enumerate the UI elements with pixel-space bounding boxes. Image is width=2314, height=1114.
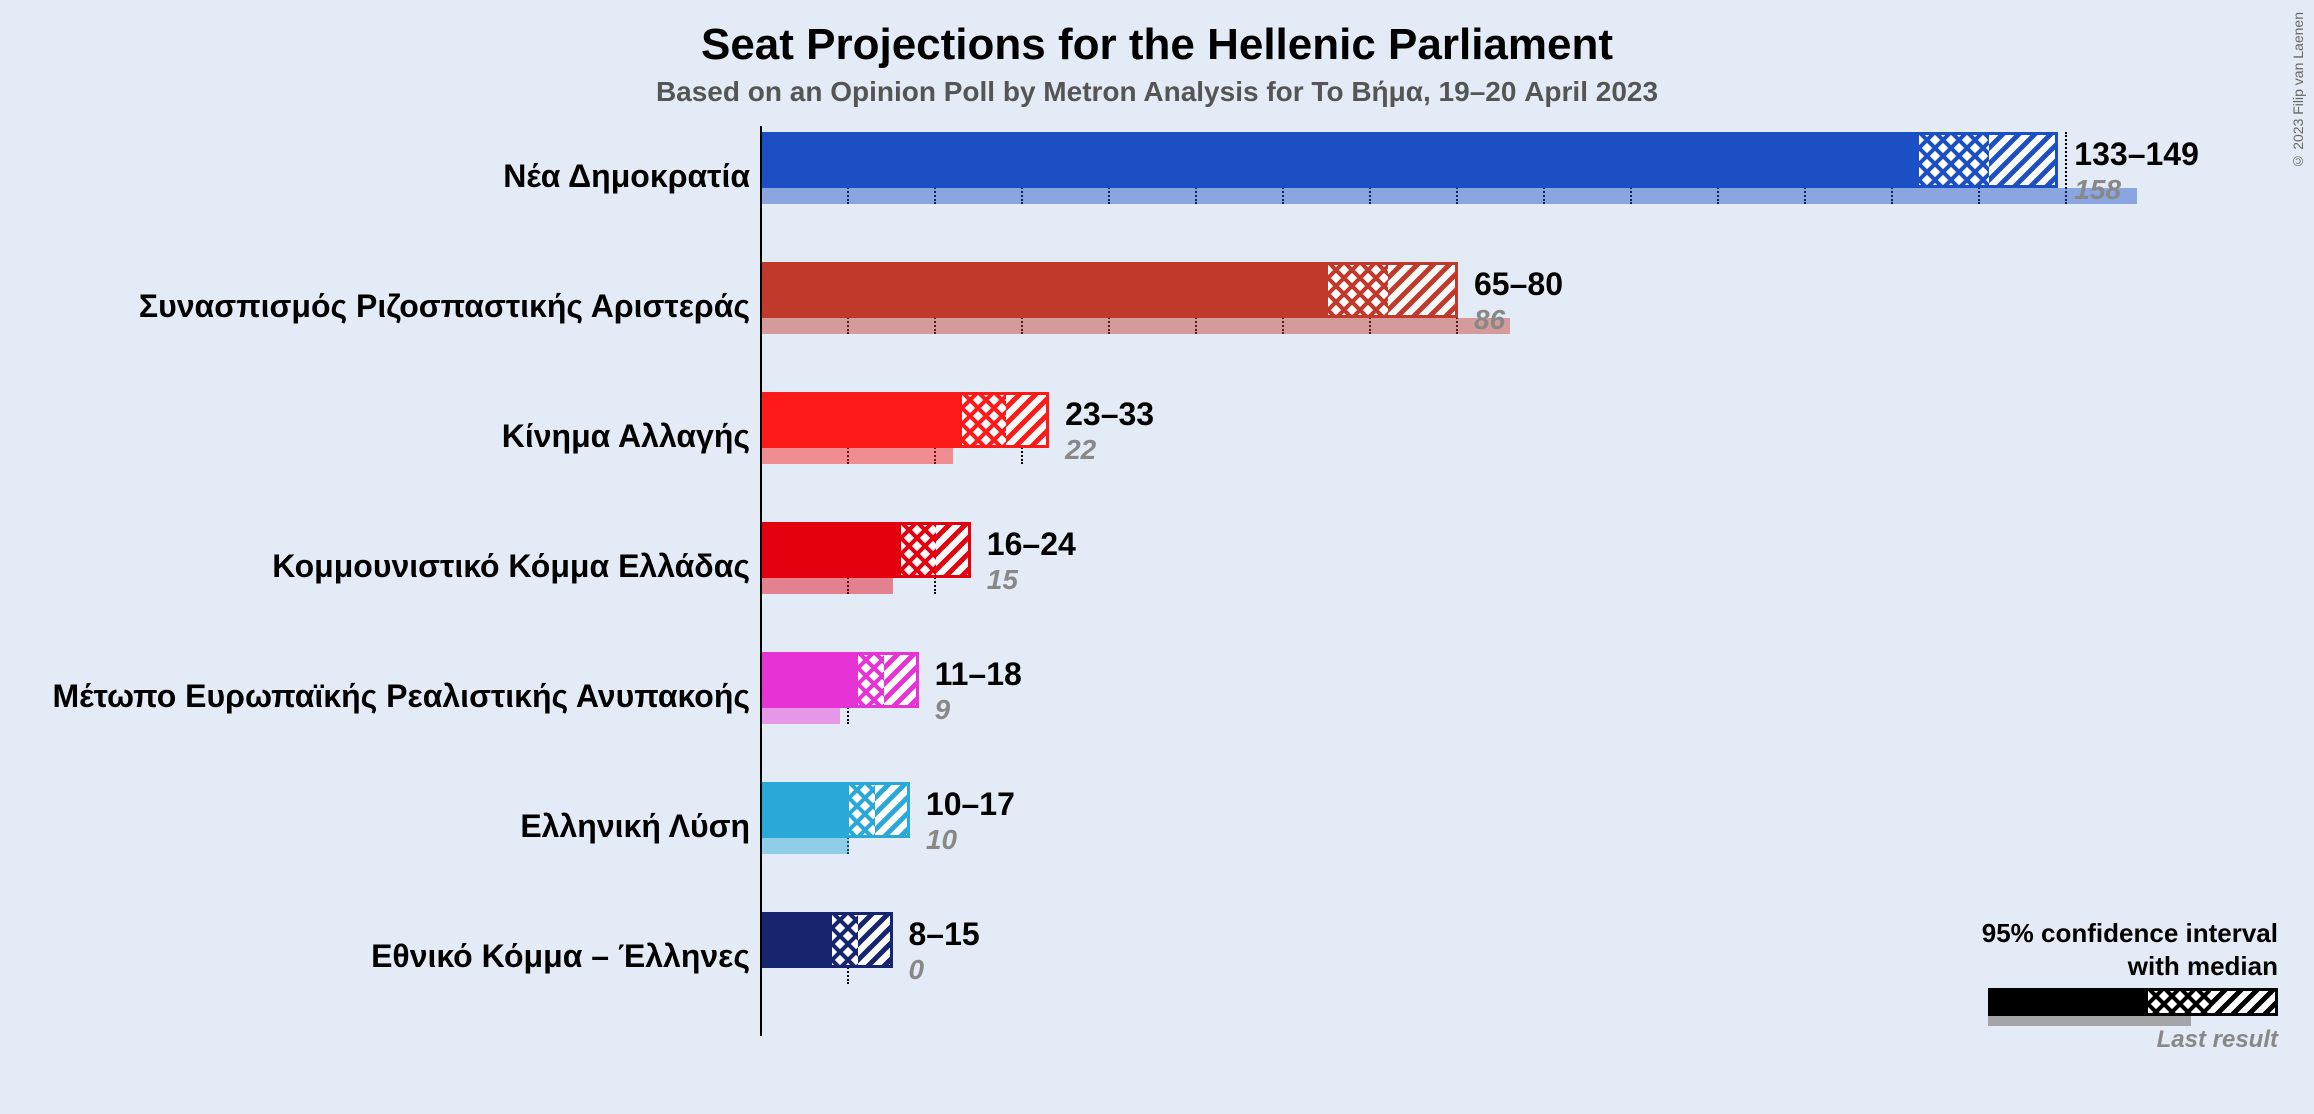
value-last: 15	[987, 564, 1018, 596]
value-last: 9	[935, 694, 951, 726]
party-label: Μέτωπο Ευρωπαϊκής Ρεαλιστικής Ανυπακοής	[10, 678, 750, 715]
bar-last-result	[762, 318, 1510, 334]
value-last: 22	[1065, 434, 1096, 466]
value-range: 8–15	[909, 916, 980, 953]
value-range: 133–149	[2074, 136, 2199, 173]
value-range: 11–18	[935, 656, 1022, 693]
legend-ci-label: 95% confidence interval with median	[1982, 917, 2278, 982]
party-label: Κομμουνιστικό Κόμμα Ελλάδας	[10, 548, 750, 585]
bar-outline	[762, 262, 1458, 318]
value-range: 65–80	[1474, 266, 1563, 303]
bar-outline	[762, 522, 971, 578]
value-last: 158	[2074, 174, 2121, 206]
legend-last-bar	[1988, 1016, 2191, 1026]
bar-last-result	[762, 578, 893, 594]
legend-bar	[1988, 988, 2278, 1024]
party-row: Κομμουνιστικό Κόμμα Ελλάδας16–2415	[760, 516, 2260, 646]
bar-outline	[762, 132, 2058, 188]
bar-outline	[762, 392, 1049, 448]
legend-outline	[1988, 988, 2278, 1016]
value-range: 16–24	[987, 526, 1076, 563]
bar-last-result	[762, 188, 2137, 204]
party-label: Συνασπισμός Ριζοσπαστικής Αριστεράς	[10, 288, 750, 325]
party-label: Ελληνική Λύση	[10, 808, 750, 845]
value-last: 0	[909, 954, 925, 986]
chart-title: Seat Projections for the Hellenic Parlia…	[0, 0, 2314, 70]
bar-last-result	[762, 448, 953, 464]
value-range: 23–33	[1065, 396, 1154, 433]
party-row: Κίνημα Αλλαγής23–3322	[760, 386, 2260, 516]
legend-last-label: Last result	[1982, 1026, 2278, 1054]
party-label: Κίνημα Αλλαγής	[10, 418, 750, 455]
party-row: Ελληνική Λύση10–1710	[760, 776, 2260, 906]
party-row: Μέτωπο Ευρωπαϊκής Ρεαλιστικής Ανυπακοής1…	[760, 646, 2260, 776]
chart-subtitle: Based on an Opinion Poll by Metron Analy…	[0, 70, 2314, 126]
value-range: 10–17	[926, 786, 1015, 823]
party-label: Εθνικό Κόμμα – Έλληνες	[10, 938, 750, 975]
bar-last-result	[762, 838, 849, 854]
party-label: Νέα Δημοκρατία	[10, 158, 750, 195]
bar-last-result	[762, 708, 840, 724]
bar-outline	[762, 782, 910, 838]
party-row: Συνασπισμός Ριζοσπαστικής Αριστεράς65–80…	[760, 256, 2260, 386]
bar-outline	[762, 652, 919, 708]
legend-line1: 95% confidence interval	[1982, 918, 2278, 948]
value-last: 86	[1474, 304, 1505, 336]
party-row: Νέα Δημοκρατία133–149158	[760, 126, 2260, 256]
legend: 95% confidence interval with median Last…	[1982, 917, 2278, 1054]
value-last: 10	[926, 824, 957, 856]
bar-outline	[762, 912, 893, 968]
seat-projection-chart: Νέα Δημοκρατία133–149158Συνασπισμός Ριζο…	[760, 126, 2260, 1036]
copyright: © 2023 Filip van Laenen	[2290, 12, 2306, 170]
legend-line2: with median	[2128, 951, 2278, 981]
